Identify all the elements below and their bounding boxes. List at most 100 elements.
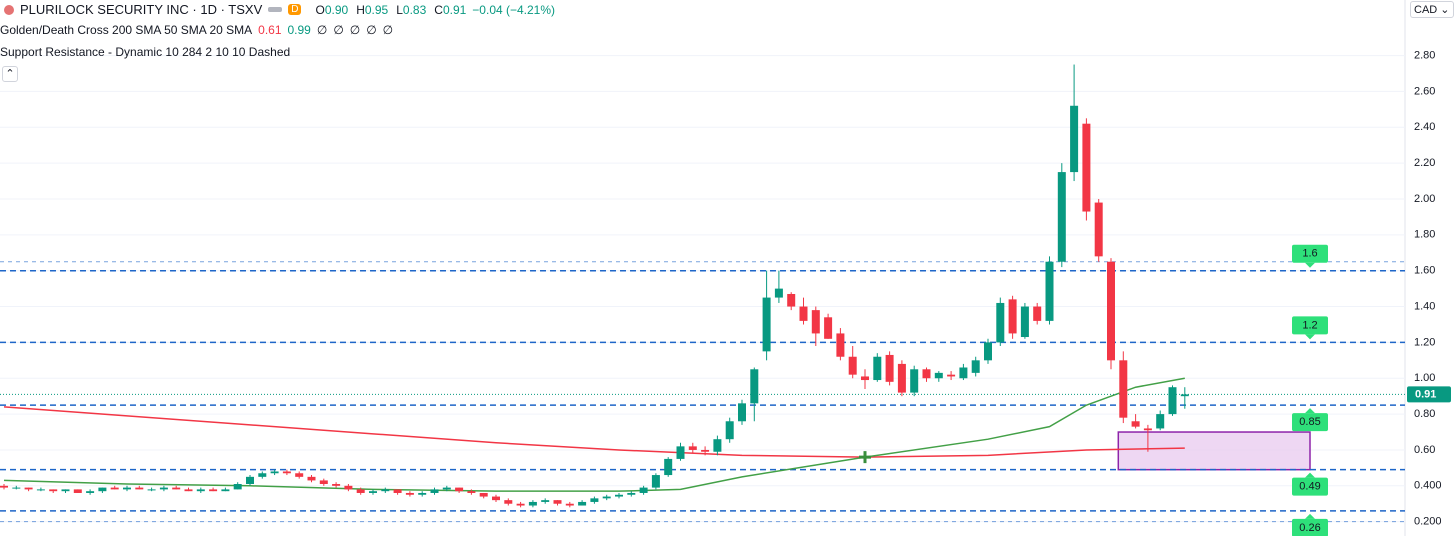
level-tag-label: 0.85 [1299, 416, 1320, 428]
indicator-legend[interactable]: Support Resistance - Dynamic 10 284 2 10… [0, 45, 290, 59]
candle-body [787, 293, 796, 307]
candle-body [664, 458, 673, 476]
candle-body [307, 476, 316, 481]
zone [1117, 431, 1311, 471]
ohlc-item: C0.91 [434, 3, 466, 17]
candle-body [172, 487, 181, 490]
candle-body [774, 288, 783, 298]
candle-body [725, 421, 734, 440]
ohlc-value: 0.90 [324, 2, 349, 17]
candle-body [492, 496, 500, 501]
candle-body [319, 480, 328, 485]
candle-body [159, 487, 168, 490]
candle-body [1033, 306, 1042, 321]
candle-body [762, 297, 771, 352]
candle-body [1070, 105, 1079, 173]
candle-body [1045, 261, 1054, 321]
candle-body [455, 487, 464, 492]
level-tag [1292, 413, 1328, 432]
candle-body [1156, 414, 1165, 429]
currency-button[interactable]: CAD ⌄ [1410, 1, 1454, 18]
candle-body [209, 489, 218, 492]
ohlc-item: L0.83 [396, 3, 426, 17]
ohlc-key: L [396, 2, 403, 17]
ohlc-key: H [356, 2, 365, 17]
candle-body [873, 356, 882, 381]
candle-body [246, 476, 254, 485]
level-tag [1292, 316, 1328, 335]
candle-body [36, 489, 45, 491]
level-tag-pointer [1305, 408, 1315, 414]
candle-body [947, 374, 956, 377]
ohlc-legend: O0.90 H0.95 L0.83 C0.91 [315, 3, 466, 17]
candle-body [971, 360, 980, 373]
ohlc-value: 0.95 [364, 2, 389, 17]
level-tag [1292, 518, 1328, 536]
candle-body [885, 354, 894, 382]
candle-body [1094, 202, 1103, 257]
collapse-button[interactable]: ⌃ [2, 66, 18, 82]
level-tag-label: 1.2 [1302, 319, 1317, 331]
y-tick-label: 0.400 [1414, 480, 1442, 492]
candle-body [504, 500, 513, 504]
candle-body [12, 487, 21, 489]
candle-body [233, 484, 242, 490]
y-tick-label: 2.40 [1414, 121, 1435, 133]
candle-body [356, 489, 365, 493]
candle-body [467, 491, 476, 493]
candle-body [135, 487, 144, 490]
y-tick-label: 1.00 [1414, 372, 1435, 384]
candle-body [110, 487, 119, 490]
indicator-name: Support Resistance - Dynamic 10 284 2 10… [0, 45, 291, 59]
candle-body [516, 503, 525, 506]
candle-body [713, 439, 722, 452]
candle-body [824, 317, 833, 339]
candle-body [1057, 172, 1066, 262]
y-tick-label: 1.60 [1414, 265, 1435, 277]
candle-body [1168, 387, 1177, 415]
indicator-value: ∅ [333, 23, 344, 37]
y-tick-label: 1.40 [1414, 300, 1435, 312]
candle-body [1008, 299, 1017, 334]
candle-body [1143, 428, 1152, 431]
moving-average [3, 377, 1185, 492]
candle-body [984, 342, 992, 361]
candle-body [332, 484, 341, 486]
candle-body [959, 367, 968, 379]
candle-body [24, 487, 33, 490]
y-tick-label: 2.60 [1414, 85, 1435, 97]
candle-body [627, 492, 636, 495]
indicator-value: 0.99 [287, 23, 311, 37]
candle-body [541, 500, 550, 502]
candle-body [381, 489, 390, 492]
candle-body [1119, 360, 1128, 418]
level-tag-pointer [1305, 513, 1315, 519]
candle-body [922, 369, 931, 379]
candle-body [639, 487, 648, 493]
candle-body [934, 372, 943, 379]
price-change: −0.04 (−4.21%) [472, 2, 556, 17]
y-tick-label: 2.80 [1414, 49, 1435, 61]
candle-body [848, 356, 857, 375]
candle-body [86, 491, 95, 493]
y-tick-label: 0.200 [1414, 516, 1442, 528]
cross-marker [859, 451, 871, 464]
candle-body [0, 485, 8, 488]
candle-body [578, 501, 587, 506]
candle-body [615, 494, 623, 497]
candle-body [590, 498, 599, 502]
level-tag-label: 0.26 [1299, 522, 1320, 534]
level-tag-label: 0.49 [1299, 481, 1320, 493]
currency: CAD [1414, 4, 1438, 16]
y-tick-label: 1.20 [1414, 336, 1435, 348]
y-tick-label: 2.00 [1414, 193, 1435, 205]
candle-body [49, 489, 58, 492]
indicator-name: Golden/Death Cross 200 SMA 50 SMA 20 SMA [0, 23, 253, 37]
symbol-header: PLURILOCK SECURITY INC · 1D · TSXV D O0.… [4, 2, 555, 17]
indicator-value: ∅ [382, 23, 394, 37]
candle-body [897, 363, 906, 393]
indicator-legend[interactable]: Golden/Death Cross 200 SMA 50 SMA 20 SMA… [0, 23, 393, 37]
candle-body [369, 491, 377, 493]
candle-body [184, 489, 193, 492]
